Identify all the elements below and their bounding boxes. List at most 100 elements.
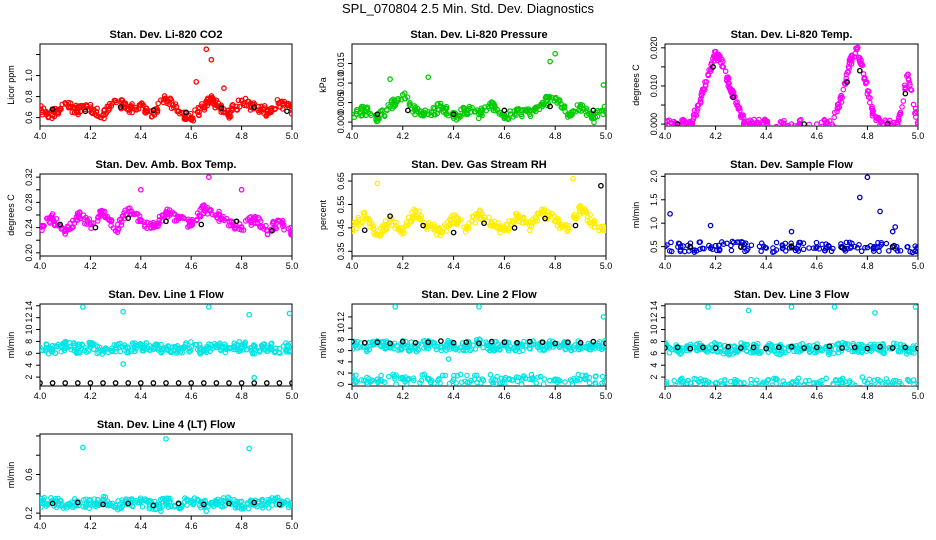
y-axis-label: percent <box>318 199 328 230</box>
data-point-fill <box>764 377 771 384</box>
data-point-fill <box>905 77 912 83</box>
series-2 <box>665 343 918 352</box>
data-point <box>289 502 292 509</box>
outlier-point <box>745 307 752 314</box>
data-point-fill <box>876 122 883 126</box>
data-point-fill <box>826 243 832 250</box>
data-point-fill <box>189 222 196 228</box>
data-point-fill <box>446 380 453 386</box>
data-point-fill <box>756 116 762 123</box>
x-tick-label: 4.4 <box>447 261 460 271</box>
data-point-fill <box>543 94 549 101</box>
data-point-fill <box>868 383 875 386</box>
data-point-fill <box>55 111 62 117</box>
data-point-fill <box>840 380 846 386</box>
data-point-fill <box>163 210 169 217</box>
chart-title: Stan. Dev. Line 4 (LT) Flow <box>97 419 236 431</box>
data-point-fill <box>591 119 597 126</box>
data-point-fill <box>897 247 904 254</box>
series-1 <box>352 202 606 239</box>
data-point-fill <box>376 233 383 239</box>
x-tick-label: 4.0 <box>34 391 47 401</box>
data-point-fill <box>436 376 442 382</box>
data-point-fill <box>70 224 76 230</box>
series-1 <box>665 44 918 126</box>
data-point-fill <box>671 377 678 384</box>
data-point <box>839 94 845 101</box>
data-point-fill <box>77 215 84 222</box>
data-point-fill <box>846 239 853 246</box>
data-point-fill <box>776 351 782 358</box>
plot-frame <box>39 43 293 127</box>
chart-title: Stan. Dev. Gas Stream RH <box>411 159 547 171</box>
data-point-fill <box>782 240 789 247</box>
x-tick-label: 4.0 <box>34 521 47 531</box>
data-point-fill <box>137 495 144 501</box>
data-point <box>200 380 207 386</box>
data-point-fill <box>834 108 840 115</box>
data-point-fill <box>357 221 364 227</box>
data-point <box>488 338 495 345</box>
x-tick-label: 4.2 <box>709 261 722 271</box>
data-point-fill <box>796 117 803 124</box>
data-point-fill <box>867 243 874 249</box>
data-point-fill <box>392 225 398 231</box>
data-point <box>352 338 355 345</box>
data-point-fill <box>381 113 388 119</box>
data-point-fill <box>243 102 250 109</box>
data-point <box>763 245 770 251</box>
data-point-fill <box>403 222 410 229</box>
outlier-point <box>246 445 253 452</box>
data-point-fill <box>696 340 703 347</box>
data-point-fill <box>682 248 688 255</box>
data-point-fill <box>385 373 392 380</box>
data-point-fill <box>252 343 258 350</box>
data-point-fill <box>456 347 463 353</box>
y-tick-label: 0.45 <box>336 219 346 237</box>
data-point-fill <box>156 213 163 220</box>
data-point-fill <box>367 223 373 230</box>
data-point-fill <box>156 501 163 508</box>
data-point-fill <box>834 377 840 384</box>
data-point-fill <box>697 99 704 106</box>
data-point-fill <box>846 65 852 72</box>
y-tick-label: 0.32 <box>24 168 34 186</box>
x-tick-label: 4.4 <box>760 131 773 141</box>
data-point-fill <box>189 116 195 123</box>
data-point-fill <box>251 101 258 108</box>
x-tick-label: 4.2 <box>709 131 722 141</box>
data-point-fill <box>469 213 476 220</box>
data-point-fill <box>133 210 140 217</box>
data-point <box>720 64 727 70</box>
data-point-fill <box>43 341 50 347</box>
outlier-point <box>205 174 212 181</box>
data-point <box>125 500 132 507</box>
data-point-fill <box>256 347 263 354</box>
data-point-fill <box>905 377 912 384</box>
y-tick-label: 0.65 <box>336 172 346 190</box>
outlier-point <box>476 304 482 310</box>
data-point <box>251 104 258 110</box>
data-point-fill <box>167 495 173 502</box>
series-2 <box>49 499 283 509</box>
data-point-fill <box>90 340 96 347</box>
y-tick-label: 0.015 <box>336 52 346 75</box>
data-point-fill <box>534 210 541 216</box>
x-tick-label: 4.6 <box>185 521 198 531</box>
data-point-fill <box>549 211 556 217</box>
outlier-point <box>238 186 245 193</box>
outlier-point <box>864 174 871 181</box>
data-point-fill <box>144 225 150 232</box>
x-tick-label: 4.2 <box>84 261 97 271</box>
data-point <box>665 345 668 351</box>
data-point-fill <box>52 343 58 349</box>
data-point-fill <box>359 112 366 119</box>
data-point-fill <box>139 503 146 510</box>
data-point-fill <box>353 111 360 118</box>
data-point-fill <box>58 503 65 509</box>
data-point-fill <box>907 248 913 255</box>
y-tick-label: 6 <box>649 351 659 356</box>
data-point-fill <box>453 380 459 386</box>
data-point-fill <box>554 379 561 386</box>
data-point-fill <box>105 349 111 356</box>
